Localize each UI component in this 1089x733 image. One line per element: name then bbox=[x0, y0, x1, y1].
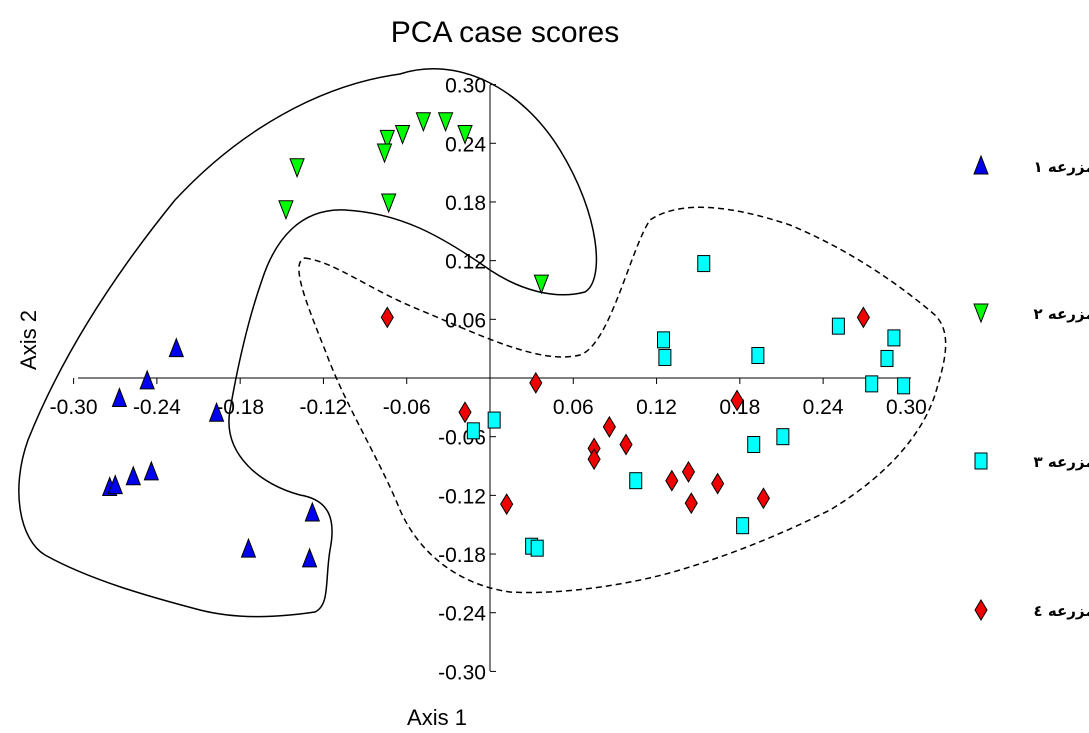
data-point-series-1 bbox=[107, 474, 123, 495]
data-point-series-1 bbox=[301, 547, 318, 568]
data-point-series-1 bbox=[168, 337, 185, 358]
data-point-series-2 bbox=[457, 124, 473, 145]
y-axis-label: Axis 2 bbox=[16, 310, 41, 370]
x-tick-label: -0.18 bbox=[216, 396, 264, 419]
x-axis-label: Axis 1 bbox=[407, 705, 467, 730]
data-point-series-4 bbox=[730, 389, 744, 412]
data-point-series-2 bbox=[394, 124, 411, 145]
y-tick-label: 0.30 bbox=[445, 75, 486, 98]
data-point-series-2 bbox=[380, 193, 397, 214]
legend-label-2: مزرعه ۲ bbox=[1034, 305, 1089, 323]
x-tick-label: -0.24 bbox=[133, 396, 181, 419]
data-point-series-3 bbox=[629, 472, 643, 490]
group-outline-dashed bbox=[298, 206, 947, 594]
x-tick-label: 0.12 bbox=[636, 396, 677, 419]
legend-marker-4 bbox=[974, 599, 988, 621]
x-tick-label: 0.30 bbox=[886, 396, 927, 419]
x-tick-label: 0.18 bbox=[719, 396, 760, 419]
legend-label-1: مزرعه ۱ bbox=[1034, 158, 1089, 176]
data-point-series-4 bbox=[856, 306, 870, 329]
data-point-series-4 bbox=[602, 415, 616, 438]
data-point-series-3 bbox=[530, 539, 544, 557]
y-tick-label: 0.12 bbox=[445, 251, 486, 274]
data-point-series-2 bbox=[376, 143, 393, 164]
legend-label-4: مزرعه ٤ bbox=[1034, 602, 1089, 620]
data-point-series-3 bbox=[751, 347, 765, 365]
data-point-series-4 bbox=[681, 460, 696, 483]
data-point-series-3 bbox=[736, 517, 750, 535]
data-point-series-2 bbox=[415, 112, 432, 133]
data-point-series-3 bbox=[865, 375, 879, 393]
x-tick-label: 0.24 bbox=[803, 396, 844, 419]
group-outline-solid bbox=[18, 68, 598, 618]
data-point-series-3 bbox=[697, 255, 711, 273]
data-point-series-4 bbox=[619, 433, 633, 456]
data-point-series-4 bbox=[684, 492, 698, 515]
data-point-series-3 bbox=[880, 349, 894, 367]
data-point-series-3 bbox=[658, 348, 672, 366]
data-point-series-4 bbox=[756, 487, 771, 510]
data-point-series-1 bbox=[111, 387, 128, 408]
y-tick-label: -0.18 bbox=[438, 544, 486, 567]
data-point-series-3 bbox=[657, 331, 670, 349]
data-point-series-1 bbox=[208, 401, 225, 422]
y-tick-label: -0.30 bbox=[438, 661, 486, 684]
y-tick-label: -0.24 bbox=[438, 603, 486, 626]
x-tick-label: -0.12 bbox=[300, 396, 348, 419]
legend-marker-3 bbox=[974, 452, 988, 470]
data-point-series-4 bbox=[529, 371, 543, 394]
y-tick-label: 0.24 bbox=[445, 133, 486, 156]
data-point-series-2 bbox=[289, 158, 305, 179]
data-point-series-3 bbox=[466, 422, 480, 440]
x-tick-label: 0.06 bbox=[553, 396, 594, 419]
data-point-series-1 bbox=[125, 465, 142, 486]
data-point-series-4 bbox=[380, 306, 394, 329]
legend-label-3: مزرعه ۳ bbox=[1034, 453, 1089, 471]
data-point-series-1 bbox=[240, 537, 257, 558]
data-point-series-2 bbox=[379, 129, 396, 150]
legend-marker-1 bbox=[973, 154, 989, 175]
data-point-series-3 bbox=[747, 436, 761, 454]
y-tick-label: 0.06 bbox=[445, 309, 486, 332]
data-point-series-1 bbox=[304, 501, 321, 522]
axis-ticks: -0.30 -0.24 -0.18 -0.12 -0.06 0.06 0.12 0.18 0.2… bbox=[50, 75, 927, 685]
y-tick-label: -0.12 bbox=[438, 485, 486, 508]
data-point-series-2 bbox=[437, 112, 454, 133]
data-point-series-4 bbox=[587, 448, 601, 471]
chart-title: PCA case scores bbox=[391, 16, 619, 49]
data-point-series-3 bbox=[897, 377, 911, 395]
x-tick-label: -0.06 bbox=[383, 396, 431, 419]
data-points bbox=[101, 112, 911, 568]
legend: مزرعه ۱ مزرعه ۲ مزرعه ۳ مزرعه ٤ bbox=[973, 154, 1089, 621]
x-tick-label: -0.30 bbox=[50, 396, 98, 419]
data-point-series-3 bbox=[831, 317, 845, 335]
data-point-series-4 bbox=[458, 401, 472, 424]
data-point-series-4 bbox=[500, 493, 514, 516]
data-point-series-3 bbox=[776, 428, 790, 446]
data-point-series-4 bbox=[711, 472, 725, 495]
data-point-series-2 bbox=[278, 200, 294, 221]
data-point-series-4 bbox=[665, 469, 679, 492]
data-point-series-1 bbox=[143, 460, 160, 481]
data-point-series-1 bbox=[139, 369, 155, 390]
data-point-series-3 bbox=[887, 329, 901, 347]
data-point-series-3 bbox=[487, 411, 501, 429]
legend-marker-2 bbox=[973, 303, 989, 324]
data-point-series-2 bbox=[533, 274, 550, 295]
y-tick-label: 0.18 bbox=[445, 192, 486, 215]
